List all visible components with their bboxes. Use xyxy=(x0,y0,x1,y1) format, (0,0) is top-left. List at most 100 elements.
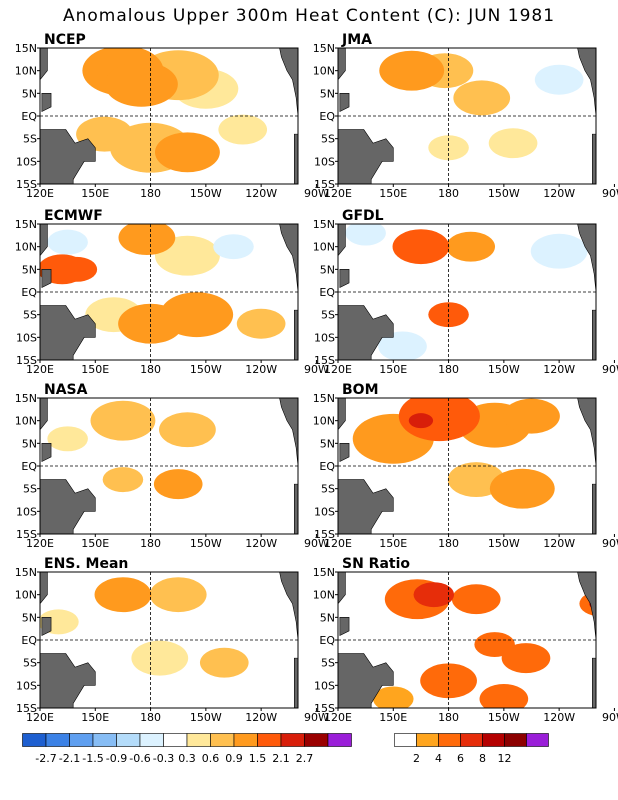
lon-tick-label: 180 xyxy=(438,537,459,550)
lon-tick-label: 150W xyxy=(488,187,520,200)
anomaly-colorbar-label: -2.7 xyxy=(35,752,56,765)
land-mass xyxy=(294,133,298,184)
anomaly-colorbar-swatch xyxy=(116,733,141,747)
heat-feature xyxy=(199,647,249,678)
land-mass xyxy=(41,269,52,288)
land-mass xyxy=(339,443,350,462)
lat-tick-label: 15N xyxy=(15,392,37,405)
sn-ratio-colorbar-swatch xyxy=(482,733,505,747)
anomaly-colorbar-swatch xyxy=(327,733,352,747)
land-mass xyxy=(40,398,48,431)
anomaly-colorbar-label: -0.3 xyxy=(153,752,174,765)
land-mass xyxy=(294,309,298,360)
heat-feature xyxy=(471,258,537,299)
land-mass xyxy=(279,224,298,293)
lat-tick-label: EQ xyxy=(21,286,37,299)
land-mass xyxy=(338,572,346,605)
lat-tick-label: 5S xyxy=(321,133,335,146)
lon-tick-label: 180 xyxy=(140,363,161,376)
anomaly-colorbar-swatch xyxy=(304,733,329,747)
lat-tick-label: 5N xyxy=(22,437,37,450)
heat-feature xyxy=(571,304,596,335)
lon-tick-label: 150W xyxy=(190,537,222,550)
panel-field xyxy=(338,398,596,534)
heat-feature xyxy=(446,231,496,262)
anomaly-colorbar-label: 2.7 xyxy=(296,752,314,765)
heat-feature xyxy=(56,256,98,282)
land-mass xyxy=(577,572,596,641)
land-mass xyxy=(41,443,52,462)
lon-tick-label: 150E xyxy=(81,537,109,550)
lat-tick-label: 10S xyxy=(314,331,335,344)
lat-tick-label: 15N xyxy=(313,42,335,55)
sn-ratio-colorbar-swatch xyxy=(394,733,417,747)
land-mass xyxy=(40,129,96,184)
land-mass xyxy=(592,483,596,534)
lat-tick-label: 10N xyxy=(313,415,335,428)
lon-tick-label: 90W xyxy=(602,711,618,724)
lon-tick-label: 180 xyxy=(140,187,161,200)
lat-tick-label: 10S xyxy=(314,155,335,168)
anomaly-colorbar-swatch xyxy=(233,733,258,747)
lon-tick-label: 150E xyxy=(379,537,407,550)
heat-feature xyxy=(153,469,203,500)
land-mass xyxy=(592,133,596,184)
lat-tick-label: 5N xyxy=(22,87,37,100)
heat-feature xyxy=(428,135,469,161)
land-mass xyxy=(339,617,350,636)
lat-tick-label: 5S xyxy=(321,483,335,496)
lon-tick-label: 120E xyxy=(324,711,352,724)
figure-title: Anomalous Upper 300m Heat Content (C): J… xyxy=(62,6,556,26)
lat-tick-label: 10N xyxy=(313,589,335,602)
land-mass xyxy=(338,129,394,184)
heat-feature xyxy=(131,640,189,676)
land-mass xyxy=(338,224,346,257)
heat-feature xyxy=(154,132,220,173)
lat-tick-label: 5N xyxy=(320,263,335,276)
heat-feature xyxy=(392,229,450,265)
lat-tick-label: 15S xyxy=(16,178,37,191)
lon-tick-label: 180 xyxy=(438,363,459,376)
sn-ratio-colorbar-swatch xyxy=(438,733,461,747)
lat-tick-label: 15N xyxy=(15,218,37,231)
panel-name: ECMWF xyxy=(44,208,103,224)
lon-tick-label: 150W xyxy=(488,363,520,376)
lat-tick-label: EQ xyxy=(21,110,37,123)
lat-tick-label: 10N xyxy=(15,415,37,428)
anomaly-colorbar-swatch xyxy=(45,733,70,747)
anomaly-colorbar-label: -2.1 xyxy=(59,752,80,765)
sn-ratio-colorbar-label: 8 xyxy=(479,752,486,765)
lon-tick-label: 90W xyxy=(602,537,618,550)
lat-tick-label: 10N xyxy=(313,65,335,78)
lon-tick-label: 90W xyxy=(304,363,329,376)
lon-tick-label: 120E xyxy=(324,363,352,376)
panel-field xyxy=(40,224,298,360)
anomaly-colorbar-swatch xyxy=(186,733,211,747)
heat-feature xyxy=(345,224,386,246)
lon-tick-label: 90W xyxy=(304,537,329,550)
lat-tick-label: 15S xyxy=(314,528,335,541)
heat-feature xyxy=(534,64,584,95)
land-mass xyxy=(338,48,346,81)
heat-feature xyxy=(218,114,268,145)
lat-tick-label: 15S xyxy=(314,354,335,367)
heat-feature xyxy=(420,663,477,699)
land-mass xyxy=(338,398,346,431)
lon-tick-label: 150E xyxy=(379,363,407,376)
lon-tick-label: 150E xyxy=(379,187,407,200)
lon-tick-label: 120E xyxy=(26,187,54,200)
land-mass xyxy=(41,617,52,636)
anomaly-colorbar-swatch xyxy=(92,733,117,747)
lon-tick-label: 120E xyxy=(26,537,54,550)
lon-tick-label: 90W xyxy=(602,187,618,200)
lat-tick-label: EQ xyxy=(21,634,37,647)
lat-tick-label: 10N xyxy=(15,65,37,78)
land-mass xyxy=(40,572,48,605)
land-mass xyxy=(40,48,48,81)
heat-feature xyxy=(90,400,156,441)
panel-field xyxy=(40,398,298,534)
